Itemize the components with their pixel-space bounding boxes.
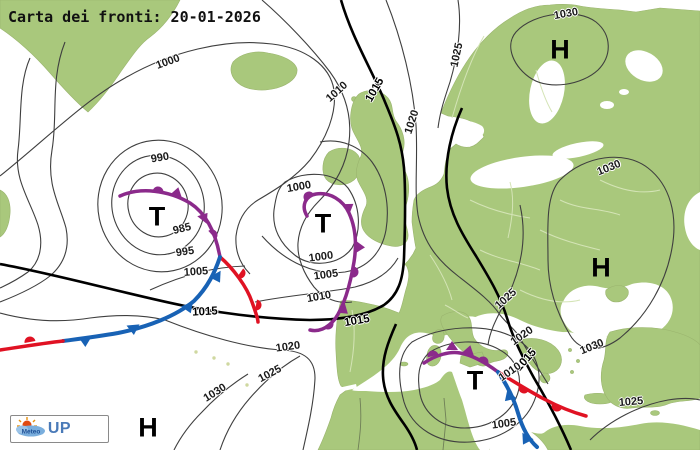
- coast-greenland: [0, 0, 181, 113]
- occluded-front-3: [422, 350, 500, 374]
- upmeteo-logo: UP Meteo: [10, 415, 109, 443]
- sea-gulf-finland: [552, 141, 604, 159]
- occluded-front-2: [302, 191, 358, 333]
- logo-meteo-text: Meteo: [22, 429, 41, 436]
- isobars-1015-bold: [0, 0, 573, 450]
- pressure-center-t: T: [466, 365, 484, 396]
- sun-cloud-icon: Meteo: [16, 417, 45, 437]
- isobar-1005-med: [418, 341, 520, 429]
- chart-title: Carta dei fronti: 20-01-2026: [8, 8, 261, 26]
- isobar-1015-morocco: [381, 323, 419, 450]
- isobar-1030-h2: [547, 156, 675, 350]
- island-aegean-3: [570, 370, 574, 374]
- coast-greenland-tip: [0, 189, 11, 238]
- coast-iceland: [230, 51, 298, 91]
- front-symbols: [24, 186, 563, 445]
- isobar-1015-east: [445, 107, 573, 450]
- isobar-west-1: [0, 57, 42, 289]
- isobar-1025-azores: [219, 355, 301, 450]
- pressure-center-t: T: [314, 208, 332, 239]
- isobar-label-1005: 1005: [183, 265, 209, 279]
- isobar-1010-ch: [254, 257, 399, 303]
- isobar-990: [111, 154, 205, 256]
- isobar-1025-n: [437, 0, 461, 129]
- isobar-1020-n: [385, 0, 549, 385]
- mediterranean-lands: [399, 285, 700, 416]
- island-aegean-2: [576, 359, 580, 363]
- isobar-label-1015: 1015: [191, 305, 219, 319]
- isobar-west-2: [0, 41, 68, 303]
- warm-front-1: [218, 255, 260, 324]
- isobar-995: [97, 139, 223, 273]
- isobar-985: [127, 172, 189, 238]
- sea-skagerrak: [444, 119, 485, 139]
- isobar-1005-w: [149, 265, 246, 291]
- isobar-1030-h1: [510, 13, 609, 86]
- coast-italy: [440, 311, 509, 367]
- isobar-1020-sw: [0, 312, 316, 450]
- pressure-center-h: H: [550, 34, 570, 65]
- logo-up-text: UP: [47, 420, 72, 437]
- sea-white-sea: [625, 50, 663, 82]
- pressure-center-h: H: [138, 412, 158, 443]
- lake-ladoga: [600, 101, 614, 109]
- isobar-1005-t2: [261, 140, 388, 274]
- isobar-1010-big: [261, 0, 353, 303]
- pressure-center-h: H: [591, 252, 611, 283]
- coast-ireland: [322, 147, 362, 186]
- peninsula-crimea: [605, 285, 629, 303]
- isobar-1015-atlantic: [0, 0, 407, 322]
- sea-caspian-edge: [684, 192, 700, 250]
- warm-front-1-tail: [0, 339, 65, 352]
- isobar-1000-t2-loop: [273, 173, 359, 264]
- island-cyprus: [650, 410, 660, 416]
- sea-baltic: [470, 155, 574, 189]
- pressure-center-t: T: [148, 201, 166, 232]
- azores-islands: [194, 350, 249, 387]
- coast-turkey: [600, 327, 700, 409]
- isobar-1030-azores: [173, 373, 249, 450]
- isobar-label-995: 995: [175, 244, 195, 260]
- isobar-1000-nw: [0, 42, 336, 275]
- strait-gibraltar: [338, 384, 357, 392]
- isobar-1010-med: [399, 327, 540, 443]
- sea-black-sea: [560, 282, 673, 338]
- lake-onega: [619, 89, 629, 95]
- isobar-1025-turkey: [589, 397, 700, 441]
- island-aegean-1: [568, 348, 572, 352]
- warm-front-3: [496, 370, 588, 418]
- fronts: [0, 186, 588, 449]
- sea-adriatic: [461, 316, 511, 359]
- isobar-label-1025: 1025: [618, 394, 644, 410]
